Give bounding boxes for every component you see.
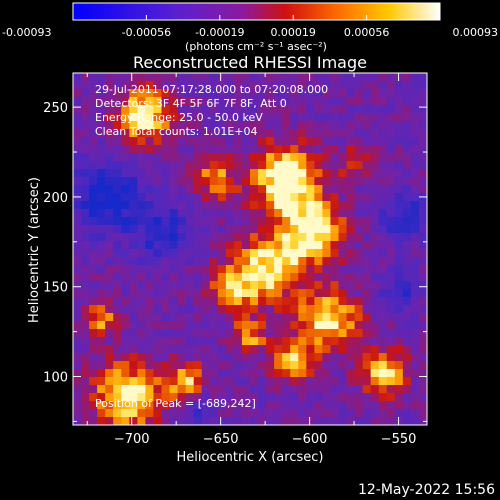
annotation-detectors: Detectors: 3F 4F 5F 6F 7F 8F, Att 0 <box>95 97 287 110</box>
colorbar-tick-label: 0.00093 <box>453 26 499 39</box>
annotation-energy-range: Energy Range: 25.0 - 50.0 keV <box>95 111 263 124</box>
colorbar-ticks: -0.00093 -0.00056 -0.00019 0.00019 0.00056 0.… <box>2 15 498 39</box>
colorbar: -0.00093 -0.00056 -0.00019 0.00019 0.00056 0.… <box>2 2 498 53</box>
y-tick-label: 150 <box>43 281 68 296</box>
annotation-clean-counts: Clean Total counts: 1.01E+04 <box>95 125 258 138</box>
x-axis: −700 −650 −600 −550 <box>86 73 417 447</box>
colorbar-tick-label: -0.00019 <box>195 26 244 39</box>
x-tick-label: −700 <box>114 432 150 447</box>
colorbar-unit-label: (photons cm⁻² s⁻¹ asec⁻²) <box>185 40 327 53</box>
y-tick-label: 250 <box>43 101 68 116</box>
x-tick-label: −650 <box>203 432 239 447</box>
annotation-time-range: 29-Jul-2011 07:17:28.000 to 07:20:08.000 <box>95 83 328 96</box>
annotations: 29-Jul-2011 07:17:28.000 to 07:20:08.000… <box>95 83 328 410</box>
chart-title: Reconstructed RHESSI Image <box>133 53 367 72</box>
plot-frame <box>72 72 428 426</box>
y-axis: 100 150 200 250 <box>43 101 427 422</box>
heatmap-image <box>73 73 427 425</box>
colorbar-tick-label: -0.00056 <box>122 26 171 39</box>
colorbar-tick-label: 0.00019 <box>270 26 316 39</box>
colorbar-tick-label: -0.00093 <box>2 26 51 39</box>
colorbar-gradient <box>72 2 441 21</box>
x-axis-label: Heliocentric X (arcsec) <box>177 450 324 465</box>
y-axis-label: Heliocentric Y (arcsec) <box>27 177 42 323</box>
x-tick-label: −550 <box>381 432 417 447</box>
x-tick-label: −600 <box>292 432 328 447</box>
y-tick-label: 100 <box>43 371 68 386</box>
annotation-peak-position: Position of Peak = [-689,242] <box>95 397 256 410</box>
footer-timestamp: 12-May-2022 15:56 <box>358 482 495 498</box>
colorbar-tick-label: 0.00056 <box>344 26 390 39</box>
y-tick-label: 200 <box>43 191 68 206</box>
